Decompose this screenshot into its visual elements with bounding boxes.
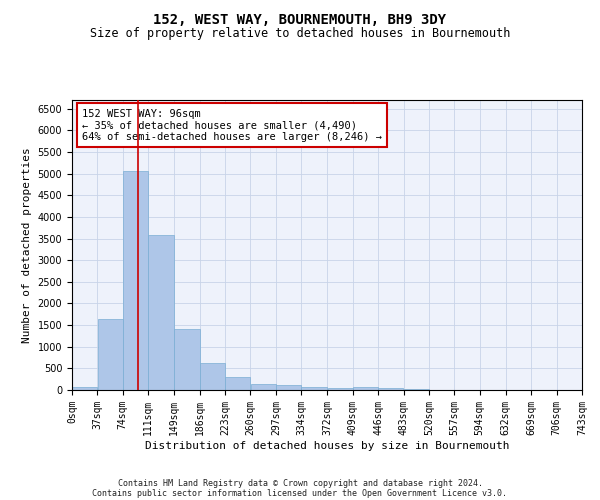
Y-axis label: Number of detached properties: Number of detached properties [22,147,32,343]
Text: Contains public sector information licensed under the Open Government Licence v3: Contains public sector information licen… [92,488,508,498]
Bar [301,387,327,390]
Bar [98,318,122,390]
Bar [72,386,97,390]
Text: Contains HM Land Registry data © Crown copyright and database right 2024.: Contains HM Land Registry data © Crown c… [118,478,482,488]
Text: 152 WEST WAY: 96sqm
← 35% of detached houses are smaller (4,490)
64% of semi-det: 152 WEST WAY: 96sqm ← 35% of detached ho… [82,108,382,142]
Bar [175,329,199,390]
Bar [123,171,148,390]
Bar [404,389,429,390]
Bar [225,377,250,390]
Bar [276,385,301,390]
Bar [148,234,174,390]
Text: 152, WEST WAY, BOURNEMOUTH, BH9 3DY: 152, WEST WAY, BOURNEMOUTH, BH9 3DY [154,12,446,26]
Bar [353,387,378,390]
Bar [251,384,275,390]
Bar [379,388,403,390]
Text: Size of property relative to detached houses in Bournemouth: Size of property relative to detached ho… [90,28,510,40]
Bar [328,388,353,390]
X-axis label: Distribution of detached houses by size in Bournemouth: Distribution of detached houses by size … [145,440,509,450]
Bar [200,363,225,390]
